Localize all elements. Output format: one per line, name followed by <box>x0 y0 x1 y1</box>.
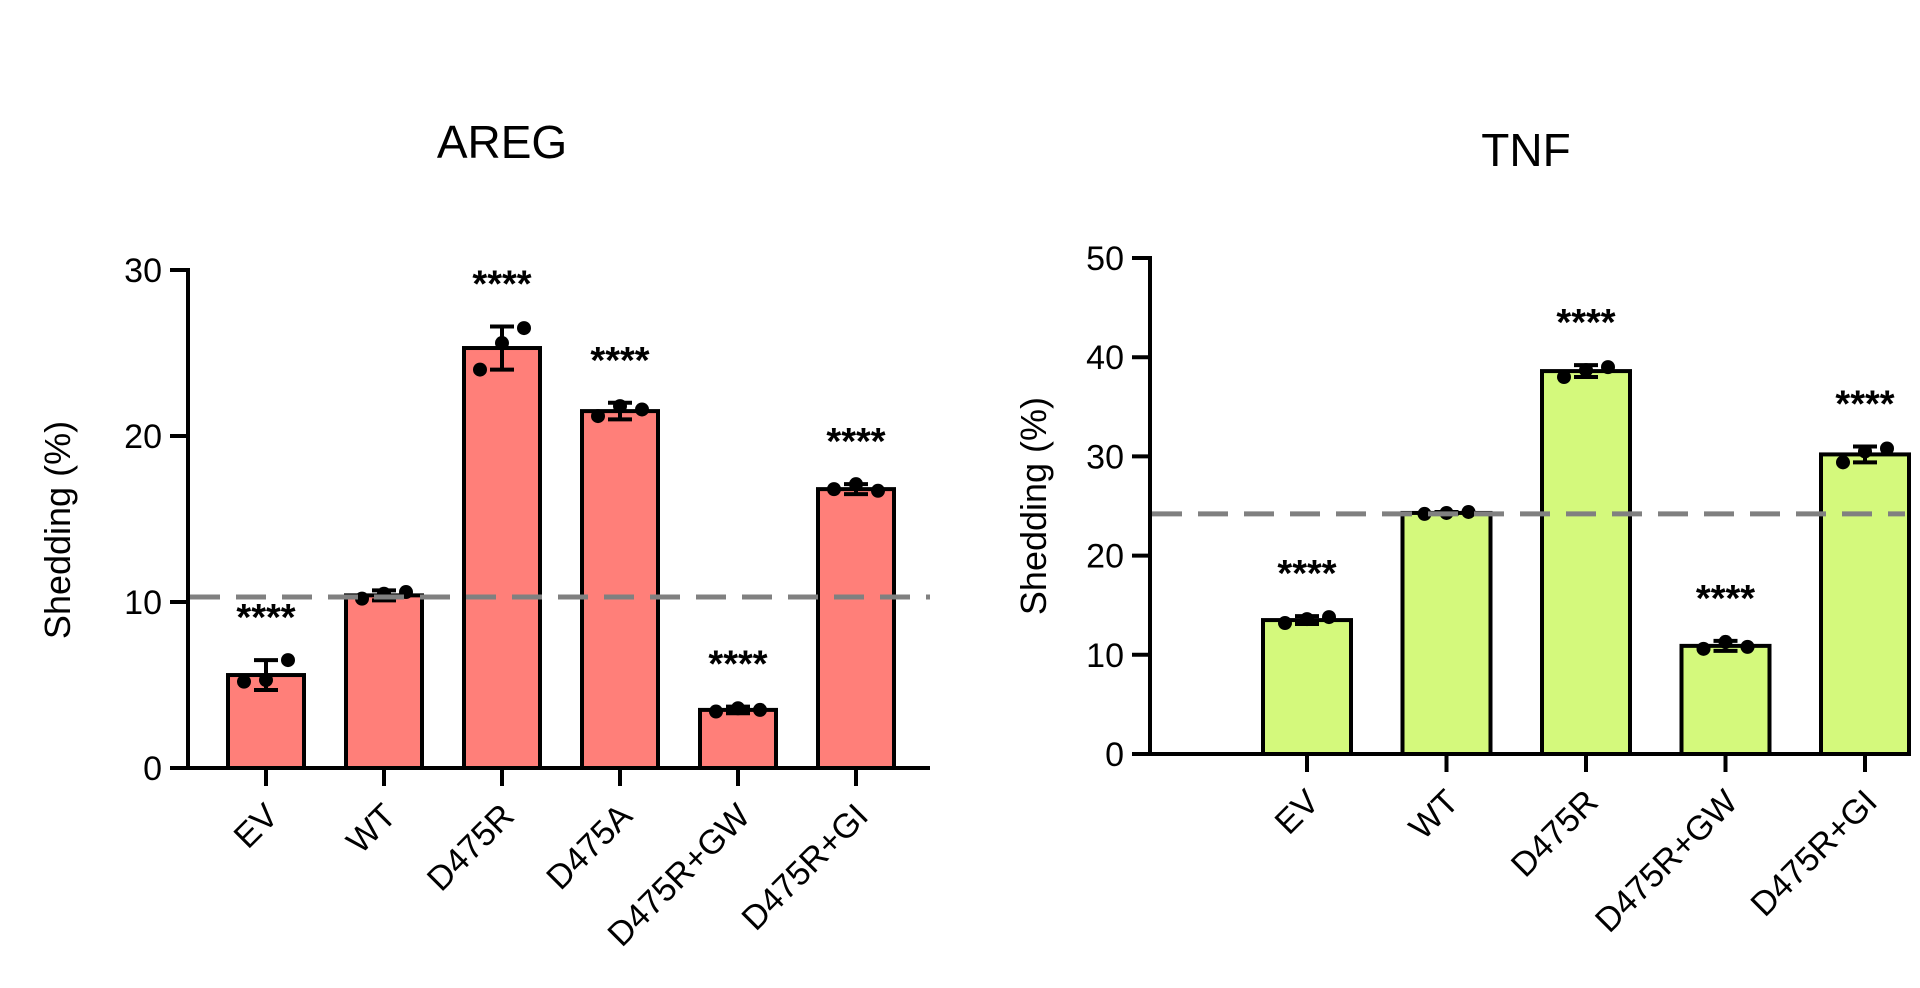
data-point <box>1858 444 1872 459</box>
bar-d475r-gi <box>1819 452 1911 756</box>
data-point <box>1601 360 1615 375</box>
y-tick-label: 50 <box>1086 240 1124 278</box>
y-tick-label: 0 <box>1105 736 1124 774</box>
bar-d475r-gi <box>816 487 896 770</box>
x-tick-label: WT <box>339 797 403 861</box>
bar-d475a <box>580 409 660 770</box>
data-point <box>1300 612 1314 627</box>
data-point <box>827 482 841 497</box>
data-point <box>1322 610 1336 625</box>
bar-d475r <box>1540 369 1632 756</box>
chart-title: TNF <box>1481 124 1570 176</box>
x-tick-label: D475R+GI <box>735 797 876 938</box>
data-point <box>613 399 627 414</box>
tnf-panel: TNF Shedding (%) 0 10 20 30 40 50 EV **** WT D475R *… <box>1013 124 1911 940</box>
data-point <box>237 674 251 689</box>
significance-label: **** <box>1556 302 1615 344</box>
data-point <box>1557 370 1571 385</box>
data-point <box>495 336 509 351</box>
significance-label: **** <box>1835 383 1894 425</box>
data-point <box>1579 363 1593 378</box>
y-tick-label: 20 <box>124 418 162 456</box>
bar-wt <box>1400 510 1493 756</box>
y-tick-label: 10 <box>124 584 162 622</box>
significance-label: **** <box>590 340 649 382</box>
data-point <box>1718 634 1733 649</box>
y-axis-label: Shedding (%) <box>37 421 78 639</box>
data-point <box>1417 506 1432 521</box>
significance-label: **** <box>472 263 531 305</box>
bar-d475r-gw <box>698 707 778 771</box>
data-point <box>259 673 273 688</box>
y-tick-label: 10 <box>1086 637 1124 675</box>
x-tick-label: D475R <box>420 797 522 899</box>
bar-d475r-gw <box>1679 643 1772 757</box>
data-point <box>355 591 369 606</box>
x-tick-label: D475R+GI <box>1744 783 1885 924</box>
data-point <box>849 477 863 492</box>
bar-wt <box>344 593 424 770</box>
bar-d475r <box>462 346 542 770</box>
significance-label: **** <box>1696 578 1755 620</box>
data-point <box>591 409 605 424</box>
data-point <box>473 362 487 377</box>
significance-label: **** <box>236 597 295 639</box>
y-tick-label: 30 <box>1086 438 1124 476</box>
y-tick-label: 40 <box>1086 339 1124 377</box>
y-tick-label: 20 <box>1086 538 1124 576</box>
data-point <box>635 402 649 417</box>
data-point <box>731 701 745 716</box>
x-tick-label: EV <box>227 797 286 856</box>
data-point <box>1278 616 1292 631</box>
significance-label: **** <box>826 421 885 463</box>
data-point <box>517 321 531 336</box>
data-point <box>1696 641 1711 656</box>
data-point <box>1461 504 1476 519</box>
x-tick-label: EV <box>1268 783 1327 842</box>
x-tick-label: WT <box>1402 783 1466 847</box>
areg-panel: AREG Shedding (%) 0 10 20 30 EV **** WT D475R ****… <box>37 116 930 954</box>
data-point <box>709 704 723 719</box>
data-point <box>871 483 885 498</box>
x-tick-label: D475A <box>539 797 640 898</box>
data-point <box>281 653 295 668</box>
x-tick-label: D475R+GW <box>1588 783 1745 940</box>
x-tick-label: D475R <box>1504 783 1606 885</box>
bar-ev <box>1261 618 1353 757</box>
chart-title: AREG <box>437 116 567 168</box>
data-point <box>1836 455 1850 470</box>
y-tick-label: 30 <box>124 252 162 290</box>
significance-label: **** <box>1277 553 1336 595</box>
y-axis-label: Shedding (%) <box>1013 397 1054 615</box>
data-point <box>1740 639 1755 654</box>
y-tick-label: 0 <box>143 750 162 788</box>
significance-label: **** <box>708 644 767 686</box>
data-point <box>1880 441 1894 456</box>
data-point <box>753 702 767 717</box>
